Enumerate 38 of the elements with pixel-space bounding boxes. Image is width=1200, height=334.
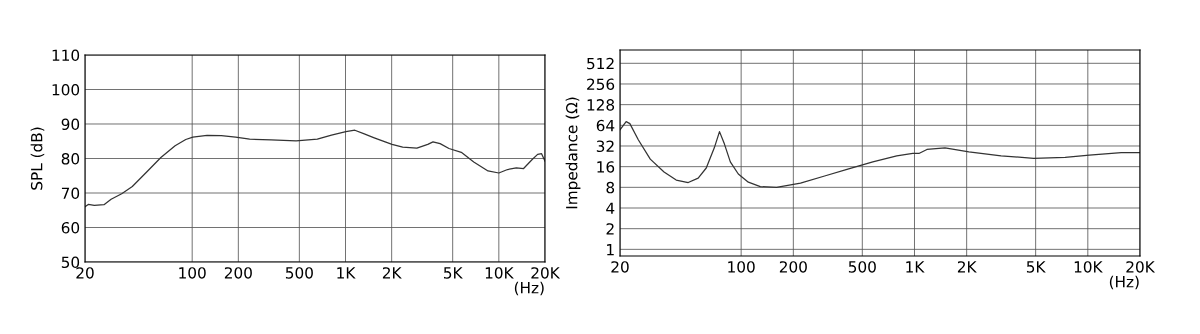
x-tick-label: 500	[848, 261, 876, 273]
y-axis-title: SPL (dB)	[30, 127, 45, 190]
x-tick-label: 20K	[1126, 261, 1156, 273]
y-tick-label: 100	[52, 83, 80, 96]
y-tick-label: 128	[587, 99, 615, 111]
y-tick-label: 90	[61, 118, 80, 131]
x-tick-label: 5K	[443, 267, 463, 279]
x-tick-label: 20K	[531, 267, 561, 279]
y-tick-label: 16	[597, 161, 615, 173]
y-tick-label: 512	[587, 57, 614, 70]
y-tick-label: 2	[606, 223, 614, 235]
x-tick-label: 5K	[1026, 261, 1046, 273]
x-tick-label: 20	[611, 261, 629, 273]
y-tick-label: 8	[606, 181, 615, 194]
x-tick-label: 1K	[906, 261, 925, 273]
x-tick-label: 20	[76, 267, 94, 279]
x-tick-label: 100	[728, 261, 755, 273]
y-tick-label: 60	[61, 221, 80, 234]
y-tick-label: 70	[61, 187, 80, 200]
x-tick-label: 200	[779, 261, 807, 273]
y-tick-label: 110	[52, 49, 80, 62]
x-tick-label: 2K	[957, 261, 977, 273]
y-tick-label: 80	[61, 152, 80, 165]
x-tick-label: 500	[285, 267, 313, 279]
x-axis-title: (Hz)	[514, 281, 544, 296]
y-tick-label: 4	[606, 202, 615, 214]
y-tick-label: 1	[607, 244, 614, 256]
x-tick-label: 100	[179, 267, 206, 279]
y-tick-label: 32	[596, 140, 614, 153]
x-tick-label: 1K	[337, 267, 356, 279]
x-tick-label: 2K	[382, 267, 402, 279]
x-tick-label: 10K	[1074, 261, 1103, 273]
x-tick-label: 200	[224, 267, 252, 279]
y-tick-label: 256	[587, 78, 615, 90]
y-tick-label: 64	[596, 119, 615, 132]
x-axis-title: (Hz)	[1109, 275, 1139, 290]
x-tick-label: 10K	[485, 267, 514, 279]
y-axis-title: Impedance (Ω)	[565, 97, 581, 209]
